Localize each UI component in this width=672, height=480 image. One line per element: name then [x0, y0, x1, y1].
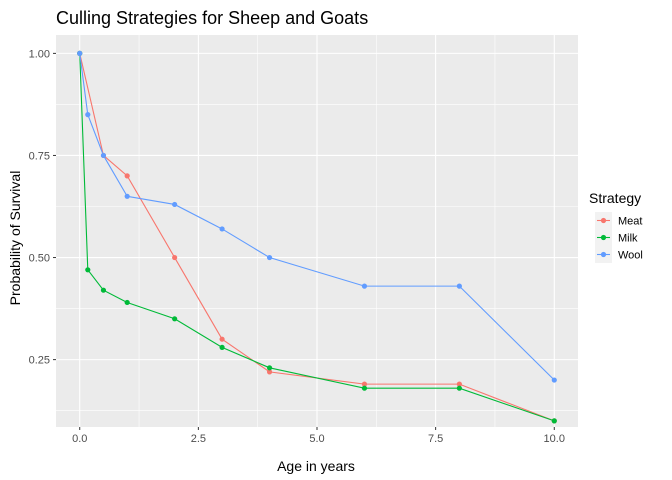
data-point-wool [551, 377, 557, 383]
series-line-wool [79, 53, 555, 381]
x-tick-label: 5.0 [309, 433, 324, 445]
data-point-meat [219, 336, 225, 342]
legend-key-point-milk [600, 234, 607, 241]
legend-title: Strategy [589, 190, 641, 206]
data-point-wool [456, 283, 462, 289]
data-point-wool [100, 152, 107, 159]
data-point-wool [124, 193, 130, 199]
x-tick-label: 0.0 [72, 433, 87, 445]
x-tick-label: 10.0 [544, 433, 565, 445]
data-point-wool [77, 50, 83, 56]
data-point-wool [85, 112, 91, 118]
data-point-milk [456, 385, 462, 391]
data-point-milk [124, 299, 130, 306]
legend-label-meat: Meat [618, 216, 642, 228]
data-point-meat [266, 369, 273, 375]
series-layer [77, 50, 557, 424]
data-point-milk [266, 365, 273, 371]
legend-label-wool: Wool [618, 250, 643, 262]
data-point-meat [456, 381, 462, 387]
data-point-meat [124, 173, 130, 179]
legend-key-point-wool [600, 251, 607, 258]
y-tick-label: 0.75 [29, 150, 50, 162]
series-line-milk [79, 53, 555, 422]
data-point-wool [219, 226, 225, 232]
legend-label-milk: Milk [618, 233, 638, 245]
data-point-milk [219, 344, 225, 350]
legend-key-point-meat [600, 217, 607, 224]
data-point-wool [266, 254, 273, 261]
x-axis-title: Age in years [277, 458, 355, 474]
data-point-milk [551, 418, 557, 424]
data-point-milk [100, 287, 107, 293]
legend: Strategy Meat Milk Wool [589, 190, 643, 263]
y-tick-label: 0.25 [29, 355, 50, 367]
data-point-wool [172, 201, 178, 208]
y-axis-title: Probability of Survival [7, 171, 23, 306]
data-point-milk [361, 385, 368, 391]
y-axis: 0.25 0.50 0.75 1.00 [29, 48, 56, 367]
data-point-wool [361, 283, 368, 289]
data-point-milk [172, 316, 178, 322]
data-point-meat [172, 254, 178, 261]
data-point-meat [361, 381, 368, 387]
data-point-milk [85, 267, 91, 273]
x-tick-label: 7.5 [428, 433, 443, 445]
x-tick-label: 2.5 [191, 433, 206, 445]
grid-major [56, 35, 578, 427]
x-axis: 0.0 2.5 5.0 7.5 10.0 [72, 427, 565, 445]
chart-title: Culling Strategies for Sheep and Goats [56, 8, 368, 28]
y-tick-label: 1.00 [29, 48, 50, 60]
y-tick-label: 0.50 [29, 253, 50, 265]
